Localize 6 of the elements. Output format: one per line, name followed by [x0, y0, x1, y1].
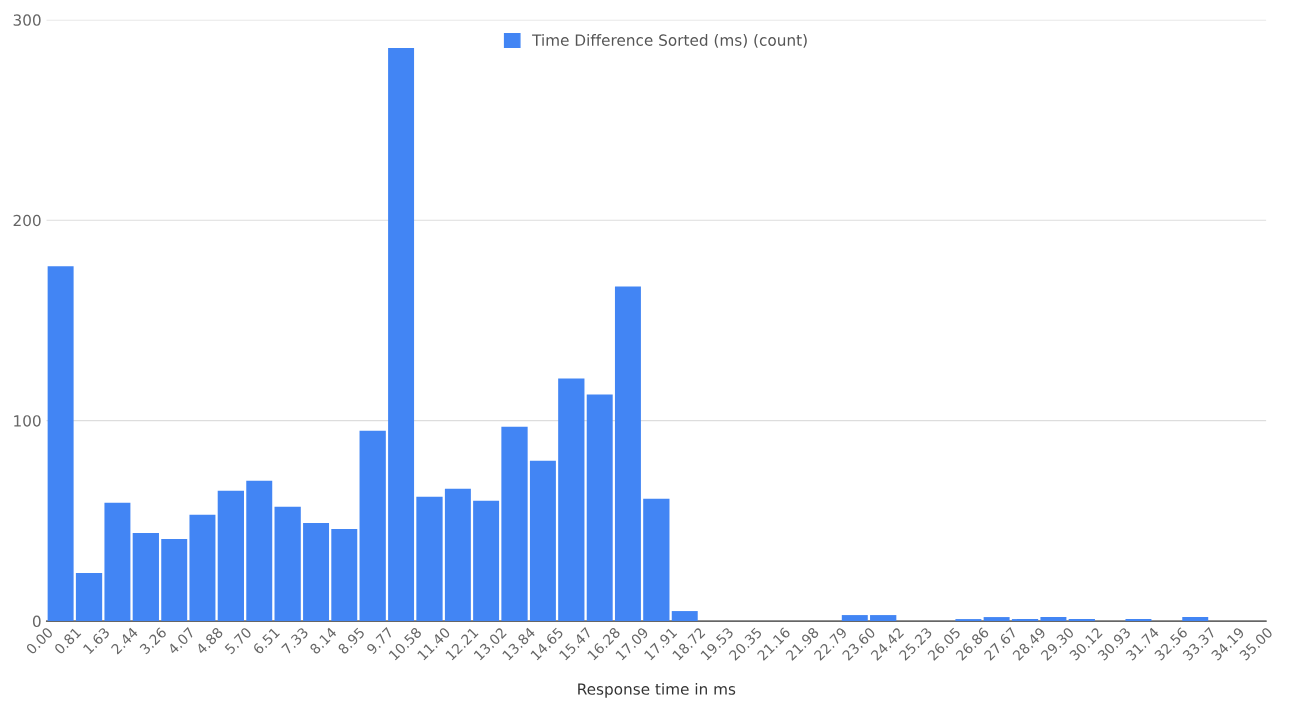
y-tick-label: 0	[32, 615, 41, 628]
x-axis-title: Response time in ms	[578, 683, 736, 698]
y-tick-label: 300	[13, 14, 41, 26]
legend-label: Time Difference Sorted (ms) (count)	[532, 34, 807, 48]
y-tick-label: 100	[14, 415, 41, 427]
y-tick-label: 200	[13, 214, 41, 227]
